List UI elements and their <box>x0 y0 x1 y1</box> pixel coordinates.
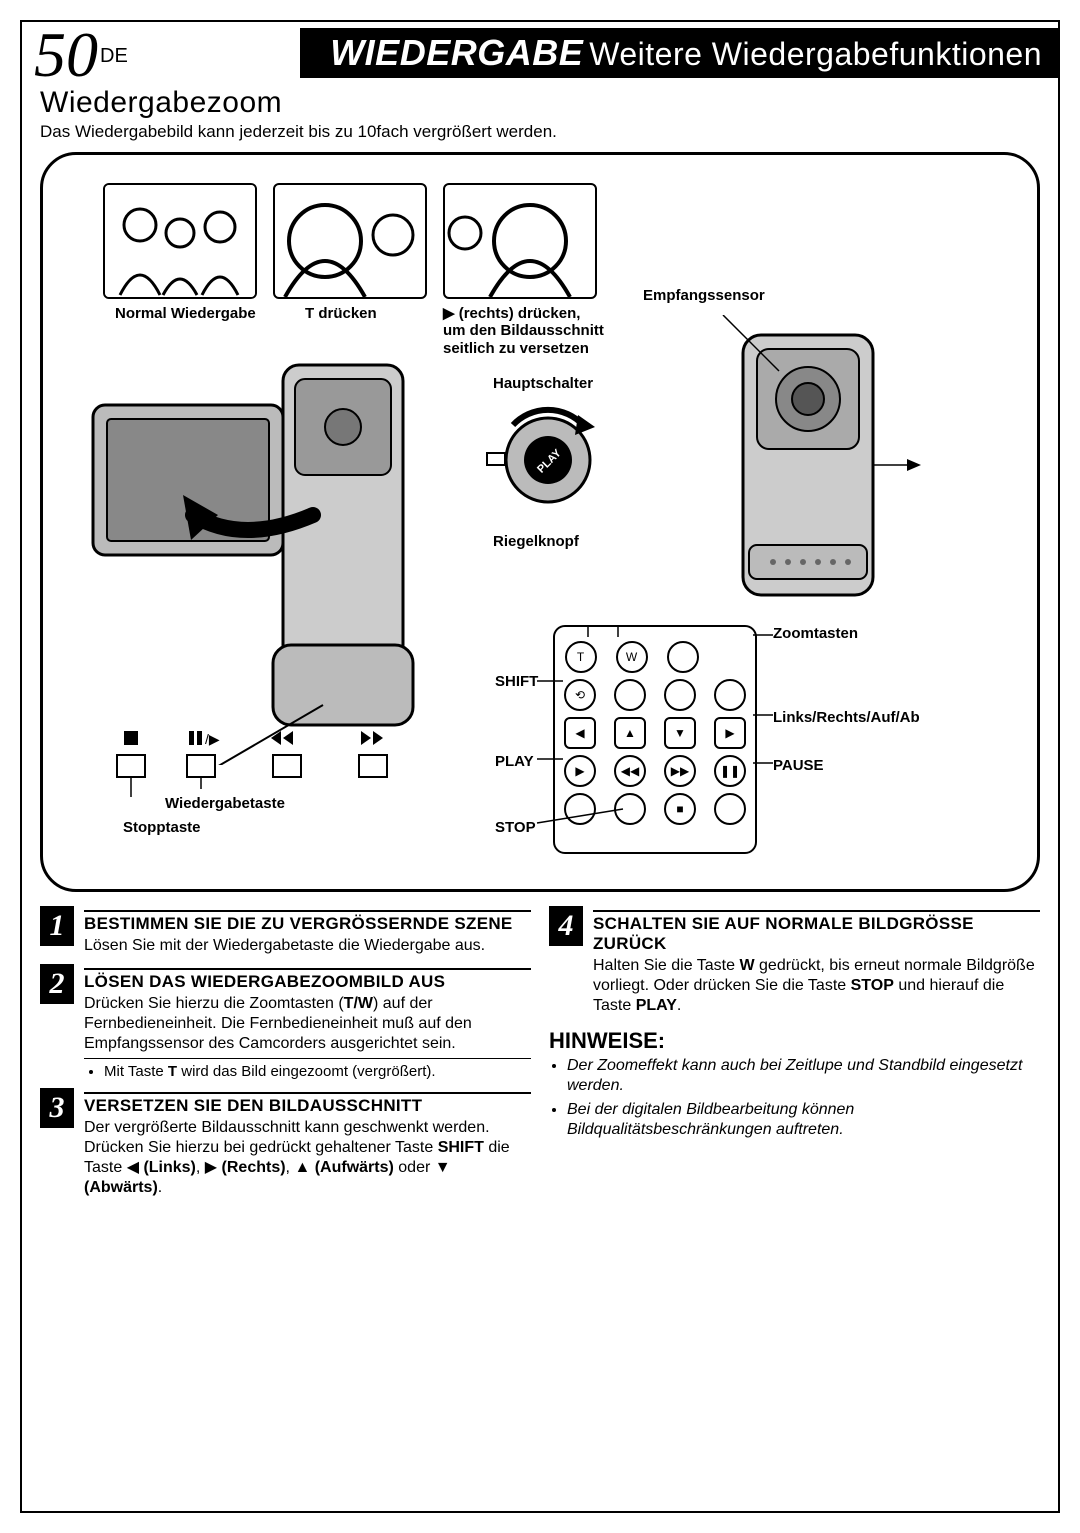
page-lang: DE <box>100 45 128 67</box>
step-heading: SCHALTEN SIE AUF NORMALE BILDGRÖSSE ZURÜ… <box>593 910 1040 954</box>
label-zoom: Zoomtasten <box>773 625 858 642</box>
label-sensor: Empfangssensor <box>643 287 765 304</box>
remote-pause-btn: ❚❚ <box>714 755 746 787</box>
remote-ff-btn: ▶▶ <box>664 755 696 787</box>
thumb-people-zoom-icon <box>275 185 425 297</box>
steps-row: 1 BESTIMMEN SIE DIE ZU VERGRÖS­SERNDE SZ… <box>40 910 1040 1210</box>
step-1: 1 BESTIMMEN SIE DIE ZU VERGRÖS­SERNDE SZ… <box>40 910 531 956</box>
label-stop-btn: Stopptaste <box>123 819 201 836</box>
remote-btn <box>564 793 596 825</box>
label-shift: SHIFT <box>495 673 538 690</box>
page: 50DE WIEDERGABEWeitere Wiedergabefunktio… <box>0 0 1080 1533</box>
remote-w-btn: W <box>616 641 648 673</box>
remote-right-btn: ▶ <box>714 717 746 749</box>
thumb3-l1: ▶ (rechts) drücken, <box>443 305 580 322</box>
step-body: Der vergrößerte Bildausschnitt kann gesc… <box>84 1118 531 1198</box>
remote-left-btn: ◀ <box>564 717 596 749</box>
step-number: 4 <box>549 906 583 946</box>
camcorder-receiver-illustration <box>683 315 963 635</box>
step-3: 3 VERSETZEN SIE DEN BILDAUSSCHNITT Der v… <box>40 1092 531 1198</box>
label-playback-btn: Wiedergabetaste <box>165 795 285 812</box>
step-bullet: Mit Taste T wird das Bild eingezoomt (ve… <box>104 1063 531 1080</box>
step-heading: LÖSEN DAS WIEDERGABEZOOMBILD AUS <box>84 968 531 992</box>
steps-right-col: 4 SCHALTEN SIE AUF NORMALE BILDGRÖSSE ZU… <box>549 910 1040 1210</box>
step-number: 2 <box>40 964 74 1004</box>
thumb1-caption: Normal Wiedergabe <box>115 305 256 322</box>
step-2: 2 LÖSEN DAS WIEDERGABEZOOMBILD AUS Drück… <box>40 968 531 1080</box>
remote-btn <box>614 793 646 825</box>
svg-text:/▶: /▶ <box>205 731 220 747</box>
section-title: Wiedergabezoom <box>40 86 1048 120</box>
step-body: Drücken Sie hierzu die Zoomtasten (T/W) … <box>84 994 531 1054</box>
header-title-italic: WIEDERGABE <box>330 32 583 73</box>
label-lock: Riegelknopf <box>493 533 579 550</box>
thumb3-caption: ▶ (rechts) drücken, um den Bildausschnit… <box>443 305 604 357</box>
step-heading: BESTIMMEN SIE DIE ZU VERGRÖS­SERNDE SZEN… <box>84 910 531 934</box>
remote-t-btn: T <box>565 641 597 673</box>
header-title: WIEDERGABEWeitere Wiedergabefunktionen <box>330 32 1042 74</box>
page-number-value: 50 <box>34 19 98 90</box>
thumb3-l2: um den Bildausschnitt <box>443 322 604 339</box>
step-body: Halten Sie die Taste W gedrückt, bis ern… <box>593 956 1040 1016</box>
remote-btn <box>667 641 699 673</box>
device-panel: Normal Wiedergabe T drücken ▶ (rechts) d… <box>40 152 1040 892</box>
header-title-rest: Weitere Wiedergabefunktionen <box>589 36 1042 72</box>
remote-btn <box>614 679 646 711</box>
step-body: Lösen Sie mit der Wiedergabetaste die Wi… <box>84 936 531 956</box>
intro-text: Das Wiedergabebild kann jederzeit bis zu… <box>40 122 1048 142</box>
step-heading: VERSETZEN SIE DEN BILDAUSSCHNITT <box>84 1092 531 1116</box>
thumb3-l3: seitlich zu versetzen <box>443 340 589 357</box>
hinweise-item: Bei der digitalen Bildbearbeitung können… <box>567 1100 1040 1140</box>
step-bullets: Mit Taste T wird das Bild eingezoomt (ve… <box>84 1058 531 1080</box>
thumb2-caption: T drücken <box>305 305 377 322</box>
main-switch-illustration: PLAY <box>483 385 613 515</box>
hinweise-item: Der Zoomeffekt kann auch bei Zeitlupe un… <box>567 1056 1040 1096</box>
hinweise-title: HINWEISE: <box>549 1028 1040 1054</box>
step-number: 1 <box>40 906 74 946</box>
label-pause: PAUSE <box>773 757 824 774</box>
remote-btn <box>664 679 696 711</box>
hinweise-list: Der Zoomeffekt kann auch bei Zeitlupe un… <box>549 1056 1040 1140</box>
remote-rew-btn: ◀◀ <box>614 755 646 787</box>
hinweise-block: HINWEISE: Der Zoomeffekt kann auch bei Z… <box>549 1028 1040 1140</box>
remote-down-btn: ▼ <box>664 717 696 749</box>
remote-illustration: T W ⟲ ◀ ▲ ▼ ▶ ▶ ◀◀ ▶▶ ❚❚ <box>553 625 757 854</box>
camcorder-open-illustration <box>83 345 463 765</box>
remote-shift-btn: ⟲ <box>564 679 596 711</box>
label-stop: STOP <box>495 819 536 836</box>
remote-stop-btn: ■ <box>664 793 696 825</box>
label-dir: Links/Rechts/Auf/Ab <box>773 709 920 726</box>
page-header: 50DE WIEDERGABEWeitere Wiedergabefunktio… <box>20 28 1060 78</box>
thumb-people-shift-icon <box>445 185 595 297</box>
remote-btn <box>714 793 746 825</box>
remote-up-btn: ▲ <box>614 717 646 749</box>
thumb-normal <box>103 183 257 299</box>
steps-left-col: 1 BESTIMMEN SIE DIE ZU VERGRÖS­SERNDE SZ… <box>40 910 531 1210</box>
page-number: 50DE <box>34 18 128 92</box>
thumb-shift <box>443 183 597 299</box>
step-4: 4 SCHALTEN SIE AUF NORMALE BILDGRÖSSE ZU… <box>549 910 1040 1016</box>
thumb-people-icon <box>105 185 255 297</box>
step-number: 3 <box>40 1088 74 1128</box>
remote-play-btn: ▶ <box>564 755 596 787</box>
thumb-zoom-t <box>273 183 427 299</box>
label-main-switch: Hauptschalter <box>493 375 593 392</box>
label-play: PLAY <box>495 753 534 770</box>
remote-btn <box>714 679 746 711</box>
